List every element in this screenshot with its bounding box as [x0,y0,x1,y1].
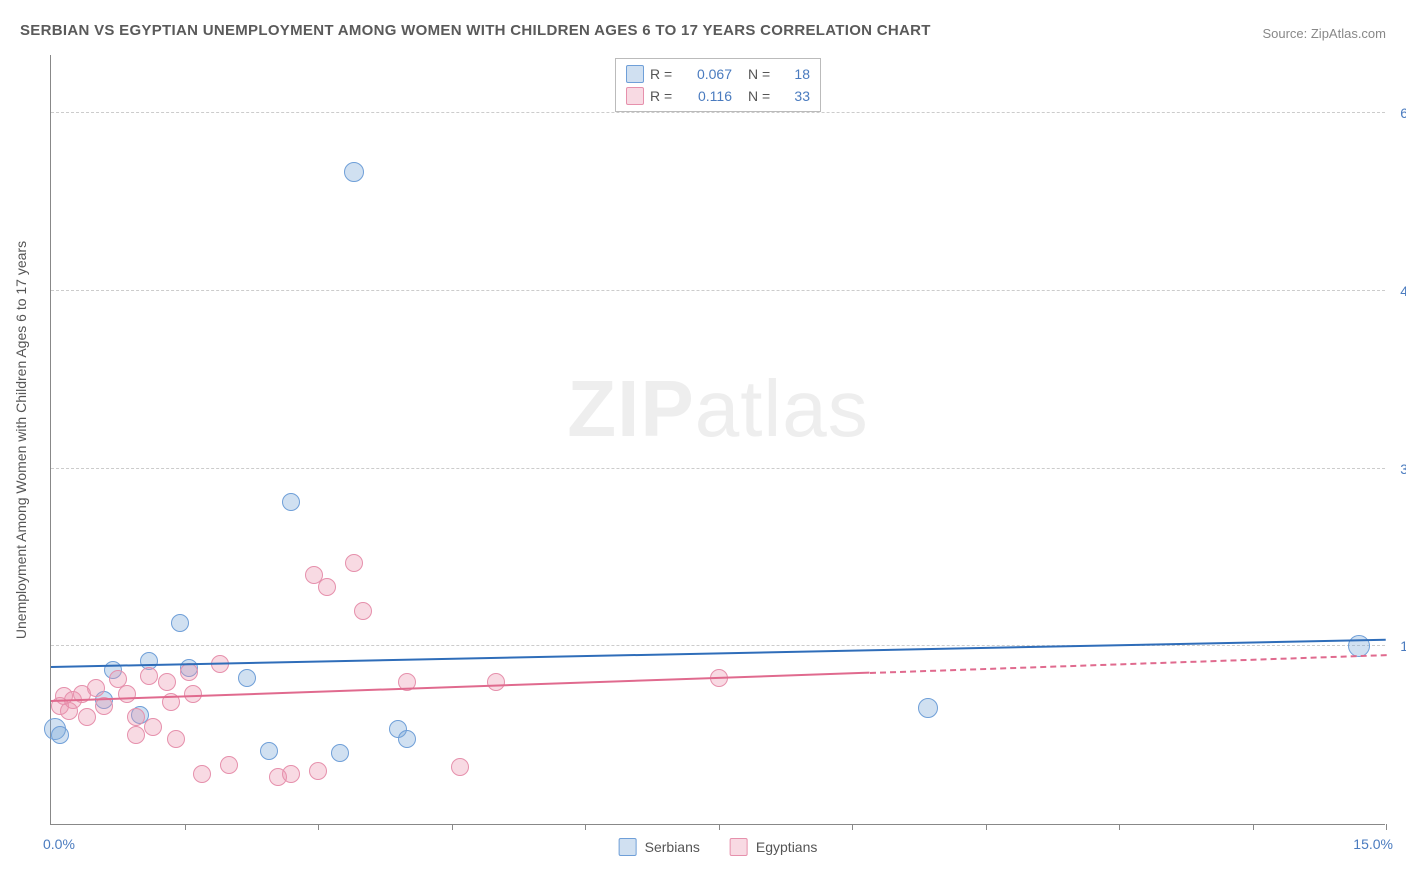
source-link[interactable]: ZipAtlas.com [1311,26,1386,41]
legend-item-egyptians: Egyptians [730,838,817,856]
legend-swatch [626,65,644,83]
data-point-egyptians [345,554,363,572]
data-point-egyptians [318,578,336,596]
r-value: 0.067 [684,63,732,85]
data-point-egyptians [487,673,505,691]
legend-swatch [626,87,644,105]
data-point-serbians [282,493,300,511]
n-label: N = [748,85,776,107]
x-tick [986,824,987,830]
legend-stats-row-egyptians: R = 0.116 N = 33 [626,85,810,107]
data-point-egyptians [193,765,211,783]
n-value: 18 [782,63,810,85]
legend-stats: R = 0.067 N = 18 R = 0.116 N = 33 [615,58,821,112]
data-point-egyptians [184,685,202,703]
source-attribution: Source: ZipAtlas.com [1262,26,1386,41]
data-point-serbians [331,744,349,762]
gridline: 30.0% [51,468,1385,469]
legend-label: Serbians [645,839,700,855]
data-point-egyptians [144,718,162,736]
x-tick [452,824,453,830]
data-point-egyptians [282,765,300,783]
y-tick-label: 15.0% [1390,638,1406,654]
x-tick [1253,824,1254,830]
watermark-logo: ZIPatlas [567,363,868,455]
data-point-egyptians [140,667,158,685]
data-point-egyptians [167,730,185,748]
trend-line [51,638,1386,667]
x-tick [852,824,853,830]
legend-label: Egyptians [756,839,817,855]
x-tick [585,824,586,830]
gridline: 45.0% [51,290,1385,291]
data-point-egyptians [220,756,238,774]
n-label: N = [748,63,776,85]
data-point-serbians [398,730,416,748]
y-tick-label: 30.0% [1390,461,1406,477]
n-value: 33 [782,85,810,107]
gridline: 60.0% [51,112,1385,113]
x-tick [318,824,319,830]
trend-line [870,654,1386,674]
source-prefix: Source: [1262,26,1310,41]
legend-stats-row-serbians: R = 0.067 N = 18 [626,63,810,85]
r-label: R = [650,63,678,85]
scatter-chart: Unemployment Among Women with Children A… [50,55,1385,825]
y-tick-label: 60.0% [1390,105,1406,121]
legend-swatch [730,838,748,856]
data-point-egyptians [451,758,469,776]
chart-title: SERBIAN VS EGYPTIAN UNEMPLOYMENT AMONG W… [20,22,931,39]
x-tick [185,824,186,830]
data-point-egyptians [127,708,145,726]
data-point-egyptians [354,602,372,620]
y-tick-label: 45.0% [1390,283,1406,299]
gridline: 15.0% [51,645,1385,646]
data-point-serbians [51,726,69,744]
data-point-egyptians [309,762,327,780]
data-point-egyptians [127,726,145,744]
legend-swatch [619,838,637,856]
data-point-egyptians [118,685,136,703]
data-point-serbians [260,742,278,760]
watermark-light: atlas [695,364,869,453]
data-point-egyptians [78,708,96,726]
legend-item-serbians: Serbians [619,838,700,856]
data-point-egyptians [180,663,198,681]
x-axis-origin-label: 0.0% [43,836,75,852]
data-point-serbians [344,162,364,182]
data-point-serbians [238,669,256,687]
data-point-serbians [918,698,938,718]
data-point-egyptians [158,673,176,691]
x-tick [1386,824,1387,830]
r-label: R = [650,85,678,107]
x-tick [1119,824,1120,830]
x-axis-max-label: 15.0% [1353,836,1393,852]
data-point-serbians [171,614,189,632]
watermark-bold: ZIP [567,364,694,453]
r-value: 0.116 [684,85,732,107]
legend-series: Serbians Egyptians [619,838,818,856]
y-axis-label: Unemployment Among Women with Children A… [13,240,29,638]
data-point-egyptians [87,679,105,697]
x-tick [719,824,720,830]
